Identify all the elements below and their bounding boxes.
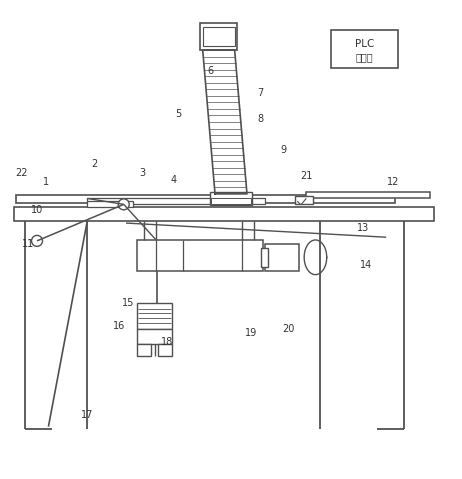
Bar — [261, 248, 267, 267]
Bar — [137, 240, 263, 272]
Bar — [295, 196, 313, 204]
Bar — [87, 201, 133, 206]
Bar — [331, 30, 398, 68]
Bar — [14, 206, 434, 221]
Bar — [158, 344, 172, 356]
Bar — [265, 244, 299, 271]
Text: 3: 3 — [139, 168, 145, 178]
Bar — [87, 197, 265, 205]
Text: 4: 4 — [171, 175, 177, 185]
Bar — [17, 195, 395, 203]
Text: 7: 7 — [257, 89, 264, 99]
Bar — [201, 23, 237, 50]
Bar — [203, 27, 235, 46]
Bar — [306, 192, 430, 198]
Text: 1: 1 — [43, 177, 49, 187]
Text: 5: 5 — [176, 109, 182, 119]
Text: 21: 21 — [300, 171, 312, 181]
Bar — [137, 344, 151, 356]
Bar — [211, 192, 251, 205]
Bar — [137, 303, 172, 329]
Text: 19: 19 — [245, 328, 258, 338]
Circle shape — [31, 235, 43, 246]
Text: 20: 20 — [282, 323, 294, 333]
Text: 14: 14 — [359, 260, 372, 270]
Text: 控制器: 控制器 — [356, 53, 373, 62]
Text: 8: 8 — [258, 114, 264, 124]
Text: 15: 15 — [122, 298, 134, 308]
Text: 11: 11 — [22, 239, 34, 249]
Text: 6: 6 — [207, 66, 213, 76]
Bar — [212, 197, 250, 205]
Text: 16: 16 — [113, 321, 125, 331]
Text: 10: 10 — [31, 205, 43, 215]
Text: 9: 9 — [280, 146, 286, 156]
Text: 17: 17 — [81, 410, 93, 420]
Circle shape — [118, 199, 129, 210]
Text: 2: 2 — [91, 159, 97, 169]
Text: 18: 18 — [161, 337, 173, 347]
Text: 22: 22 — [15, 168, 27, 178]
Bar — [137, 329, 172, 344]
Text: PLC: PLC — [355, 39, 374, 49]
Text: 13: 13 — [357, 223, 370, 233]
Text: 12: 12 — [387, 177, 399, 187]
